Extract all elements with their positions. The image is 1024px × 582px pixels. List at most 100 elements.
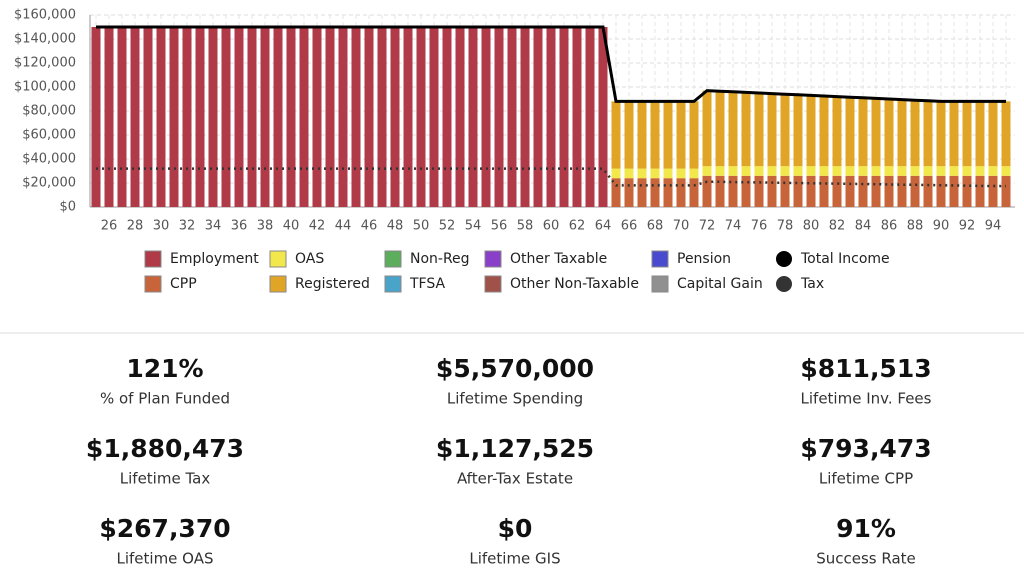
bar-segment xyxy=(637,168,647,179)
bar-segment xyxy=(962,175,972,207)
y-tick-label: $100,000 xyxy=(14,80,76,95)
bar-segment xyxy=(611,168,621,179)
bar-segment xyxy=(702,90,712,167)
x-tick-label: 84 xyxy=(855,219,872,234)
x-tick-label: 64 xyxy=(595,219,612,234)
bar-segment xyxy=(390,27,400,207)
bar-segment xyxy=(650,168,660,179)
legend-marker xyxy=(144,275,162,293)
bar-segment xyxy=(897,175,907,207)
bar-segment xyxy=(585,27,595,207)
legend-label: Tax xyxy=(800,276,824,292)
bar-segment xyxy=(715,166,725,176)
bar-segment xyxy=(845,97,855,167)
bar-segment xyxy=(832,96,842,167)
bar-segment xyxy=(806,166,816,176)
stat-label: Lifetime GIS xyxy=(469,550,560,568)
legend-label: Non-Reg xyxy=(410,251,470,267)
bar-segment xyxy=(481,27,491,207)
bar-segment xyxy=(689,101,699,169)
bar-segment xyxy=(884,99,894,167)
bar-segment xyxy=(871,175,881,207)
bar-segment xyxy=(975,166,985,176)
bar-segment xyxy=(780,166,790,176)
bar-segment xyxy=(377,27,387,207)
bar-segment xyxy=(663,178,673,207)
x-tick-label: 92 xyxy=(959,219,976,234)
bar-segment xyxy=(936,175,946,207)
x-tick-label: 36 xyxy=(231,219,248,234)
bar-segment xyxy=(884,175,894,207)
x-tick-label: 60 xyxy=(543,219,560,234)
bar-segment xyxy=(806,95,816,167)
bar-segment xyxy=(741,92,751,167)
bar-segment xyxy=(845,166,855,176)
bar-segment xyxy=(442,27,452,207)
bar-segment xyxy=(975,101,985,167)
bar-segment xyxy=(988,175,998,207)
line xyxy=(96,25,1006,103)
legend-label: Registered xyxy=(295,276,370,292)
x-tick-label: 68 xyxy=(647,219,664,234)
bar-segment xyxy=(923,100,933,167)
legend-label: OAS xyxy=(295,251,324,267)
bar-segment xyxy=(559,27,569,207)
bar-segment xyxy=(767,175,777,207)
bar-segment xyxy=(728,91,738,167)
bar-segment xyxy=(650,178,660,207)
legend-label: TFSA xyxy=(409,276,446,292)
stat-label: Lifetime CPP xyxy=(819,470,913,488)
bar-segment xyxy=(767,93,777,167)
bar-segment xyxy=(845,175,855,207)
bar-segment xyxy=(949,166,959,176)
bar-segment xyxy=(1001,175,1011,207)
bar-segment xyxy=(208,27,218,207)
bar-segment xyxy=(975,175,985,207)
legend-marker xyxy=(384,250,402,268)
y-tick-label: $80,000 xyxy=(22,104,76,119)
stat-value: 91% xyxy=(836,514,896,543)
x-tick-label: 30 xyxy=(153,219,170,234)
y-tick-label: $40,000 xyxy=(22,152,76,167)
bar-segment xyxy=(923,166,933,176)
x-tick-label: 62 xyxy=(569,219,586,234)
bar-segment xyxy=(689,178,699,207)
bar-segment xyxy=(494,27,504,207)
bar-segment xyxy=(767,166,777,176)
bar-segment xyxy=(754,175,764,207)
bar-segment xyxy=(858,166,868,176)
x-tick-label: 80 xyxy=(803,219,820,234)
bar-segment xyxy=(416,27,426,207)
bar-segment xyxy=(611,178,621,207)
x-tick-label: 74 xyxy=(725,219,742,234)
bar-segment xyxy=(910,175,920,207)
y-tick-label: $160,000 xyxy=(14,8,76,23)
bar-segment xyxy=(728,175,738,207)
bar-segment xyxy=(572,27,582,207)
stat-label: Lifetime Spending xyxy=(447,390,583,408)
x-tick-label: 86 xyxy=(881,219,898,234)
bar-segment xyxy=(455,27,465,207)
stat-value: 121% xyxy=(126,354,203,383)
bar-segment xyxy=(364,27,374,207)
legend-label: Employment xyxy=(170,251,259,267)
y-tick-label: $120,000 xyxy=(14,56,76,71)
bar-segment xyxy=(793,166,803,176)
x-tick-label: 32 xyxy=(179,219,196,234)
x-tick-label: 44 xyxy=(335,219,352,234)
bar-segment xyxy=(650,101,660,169)
bar-segment xyxy=(299,27,309,207)
bar-segment xyxy=(754,166,764,176)
bar-segment xyxy=(871,98,881,167)
bar-segment xyxy=(533,27,543,207)
x-tick-label: 94 xyxy=(985,219,1002,234)
x-tick-label: 48 xyxy=(387,219,404,234)
x-tick-label: 70 xyxy=(673,219,690,234)
x-tick-label: 28 xyxy=(127,219,144,234)
bar-segment xyxy=(819,166,829,176)
stat-label: Lifetime OAS xyxy=(116,550,213,568)
bar-segment xyxy=(923,175,933,207)
bar-segment xyxy=(728,166,738,176)
x-tick-label: 82 xyxy=(829,219,846,234)
bar-segment xyxy=(819,96,829,167)
